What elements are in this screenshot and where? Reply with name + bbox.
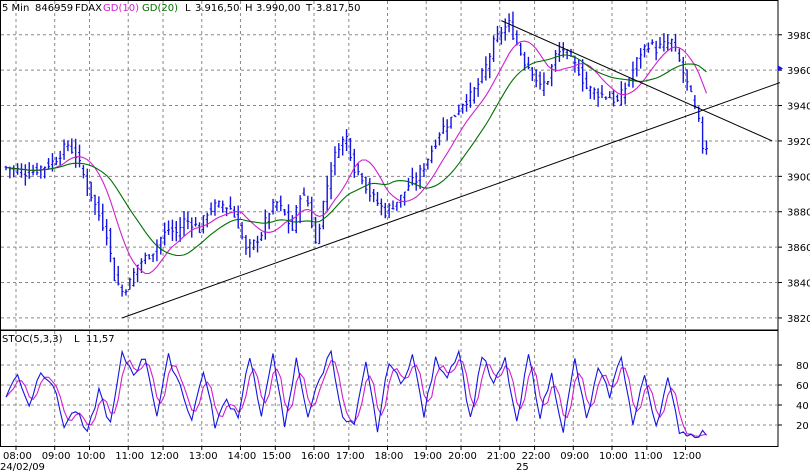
stochastic-panel-header: STOC(5,3,3) L 11,57 [2, 334, 115, 345]
price-axis-ticks: 3820 3840 3860 3880 3900 3920 3940 3960 3980 [778, 31, 810, 325]
stochastic-k-line [5, 349, 707, 439]
symbol-label: FDAX [75, 3, 102, 14]
time-tick-label: 17:00 [336, 451, 365, 462]
interval-label: 5 Min [2, 3, 29, 14]
price-tick-label: 3980 [787, 31, 810, 42]
stochastic-tick-label: 20 [796, 421, 809, 432]
gd20-line [5, 54, 707, 257]
instrument-id: 846959 [35, 3, 73, 14]
gd10-line [5, 40, 708, 275]
resistance-trendline [501, 20, 773, 142]
price-bars [4, 11, 708, 297]
moving-averages [5, 40, 708, 275]
price-panel-grid [0, 0, 779, 331]
stochastic-panel-frame [0, 330, 779, 447]
high-label: H [245, 3, 253, 14]
time-tick-label: 11:00 [115, 451, 144, 462]
last-value: 3.817,50 [316, 3, 361, 14]
time-tick-label: 12:00 [150, 451, 179, 462]
time-tick-label: 22:00 [522, 451, 551, 462]
stochastic-last-value: 11,57 [86, 334, 115, 345]
legend-gd10: GD(10) [103, 3, 139, 14]
time-axis-ticks: 08:00 09:00 10:00 11:00 12:00 13:00 14:00 15:00… [3, 446, 701, 462]
time-tick-label: 16:00 [301, 451, 330, 462]
price-tick-label: 3960 [787, 66, 810, 77]
time-tick-label: 14:00 [227, 451, 256, 462]
time-tick-label: 10:00 [599, 451, 628, 462]
price-tick-label: 3920 [787, 137, 810, 148]
price-tick-label: 3900 [787, 172, 810, 183]
price-tick-label: 3880 [787, 208, 810, 219]
stochastic-tick-label: 40 [796, 401, 809, 412]
trendlines [121, 20, 781, 319]
time-tick-label: 10:00 [77, 451, 106, 462]
time-tick-label: 13:00 [189, 451, 218, 462]
time-tick-label: 19:00 [413, 451, 442, 462]
time-tick-label: 08:00 [3, 451, 32, 462]
stochastic-tick-label: 80 [796, 361, 809, 372]
time-tick-label: 15:00 [262, 451, 291, 462]
stochastic-d-line [5, 359, 707, 437]
support-trendline [121, 82, 781, 319]
price-panel-header: 5 Min 846959 FDAX GD(10) GD(20) L 3.916,… [2, 3, 361, 14]
low-value: 3.916,50 [195, 3, 240, 14]
legend-gd20: GD(20) [142, 3, 178, 14]
time-tick-label: 09:00 [560, 451, 589, 462]
stochastic-tick-label: 60 [796, 381, 809, 392]
low-label: L [185, 3, 191, 14]
price-tick-label: 3840 [787, 279, 810, 290]
date-label-day2: 25 [516, 462, 529, 473]
stochastic-last-label: L [74, 334, 80, 345]
time-tick-label: 09:00 [42, 451, 71, 462]
time-tick-label: 20:00 [448, 451, 477, 462]
stochastic-panel-grid [0, 330, 779, 447]
last-label: T [305, 3, 313, 14]
time-tick-label: 12:00 [673, 451, 702, 462]
price-panel-frame [0, 0, 779, 331]
price-tick-label: 3860 [787, 243, 810, 254]
stochastic-lines [5, 349, 707, 439]
time-tick-label: 11:00 [634, 451, 663, 462]
time-tick-label: 18:00 [375, 451, 404, 462]
stochastic-axis-ticks: 20 40 60 80 [778, 361, 809, 432]
price-tick-label: 3820 [787, 314, 810, 325]
stochastic-name: STOC(5,3,3) [2, 334, 63, 345]
high-value: 3.990,00 [256, 3, 301, 14]
date-label-day1: 24/02/09 [0, 462, 45, 473]
last-price-marker [778, 65, 783, 72]
price-tick-label: 3940 [787, 102, 810, 113]
time-tick-label: 21:00 [487, 451, 516, 462]
